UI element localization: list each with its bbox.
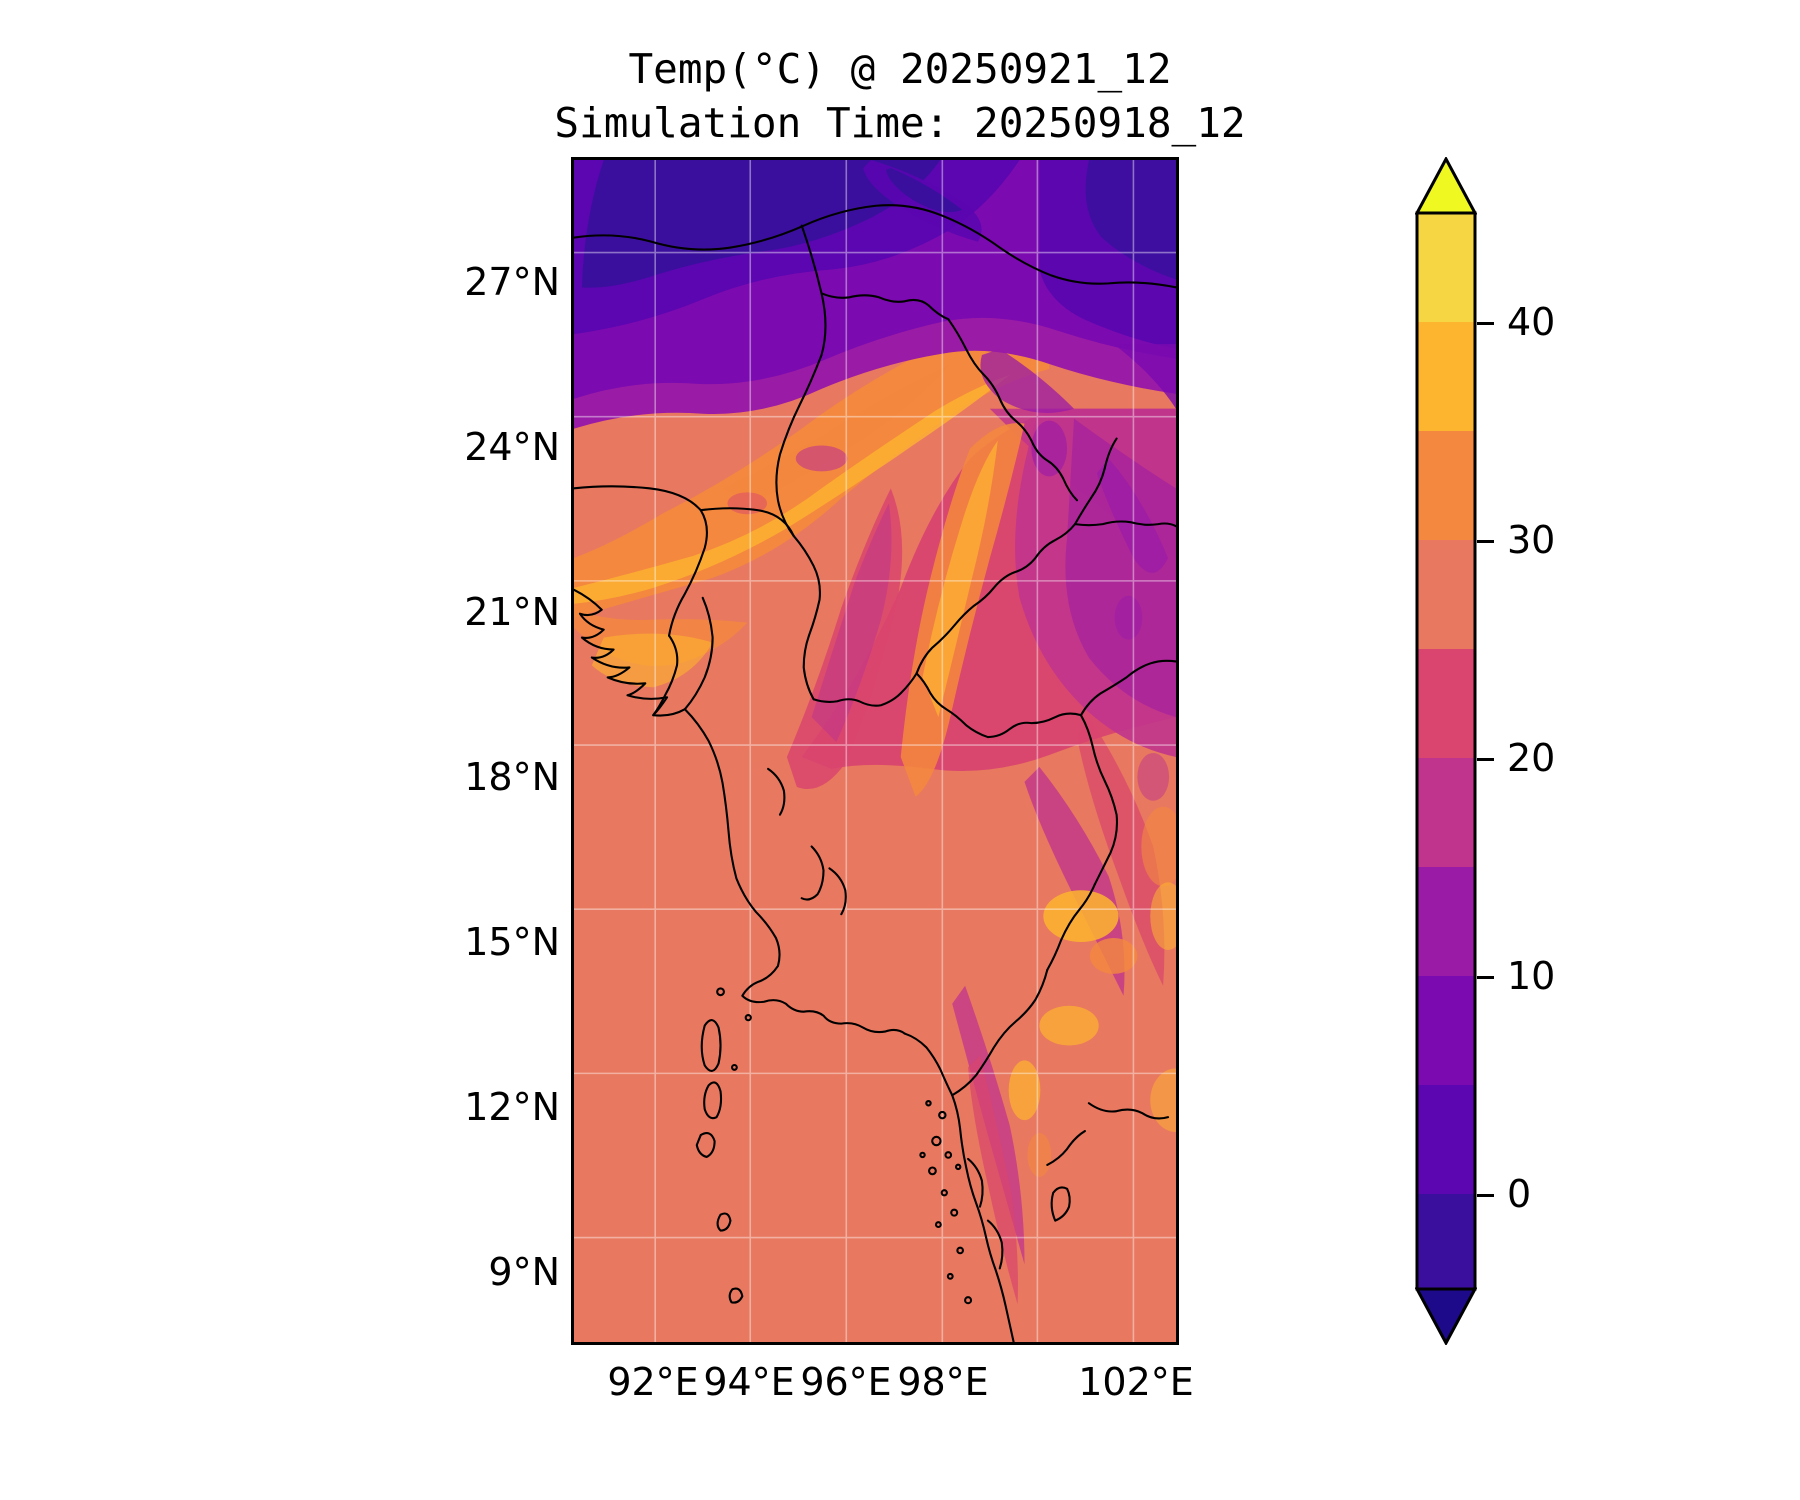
- colorbar-tick-0: [1477, 1194, 1494, 1197]
- colorbar-tick-label-20: 20: [1507, 736, 1556, 780]
- xtick-label-94E: 94°E: [703, 1360, 795, 1404]
- ytick-label-24N: 24°N: [464, 425, 560, 469]
- ytick-label-12N: 12°N: [464, 1085, 560, 1129]
- xtick-label-96E: 96°E: [800, 1360, 892, 1404]
- colorbar-tick-10: [1477, 976, 1494, 979]
- ytick-label-21N: 21°N: [464, 590, 560, 634]
- xtick-label-102E: 102°E: [1078, 1360, 1194, 1404]
- colorbar[interactable]: 40 30 20 10 0: [1415, 157, 1555, 1345]
- colorbar-tick-label-0: 0: [1507, 1172, 1532, 1216]
- colorbar-tick-30: [1477, 540, 1494, 543]
- temperature-field: [574, 160, 1176, 1342]
- ytick-label-9N: 9°N: [488, 1250, 560, 1294]
- map-plot-area[interactable]: [571, 157, 1179, 1345]
- ytick-label-27N: 27°N: [464, 260, 560, 304]
- colorbar-tick-label-40: 40: [1507, 300, 1556, 344]
- xtick-label-98E: 98°E: [897, 1360, 989, 1404]
- title-line-simulation-time: Simulation Time: 20250918_12: [554, 99, 1246, 148]
- colorbar-tick-label-30: 30: [1507, 518, 1556, 562]
- page-title: Temp(°C) @ 20250921_12 Simulation Time: …: [0, 42, 1800, 150]
- colorbar-tick-40: [1477, 322, 1494, 325]
- title-line-variable: Temp(°C) @ 20250921_12: [628, 45, 1172, 93]
- colorbar-tick-20: [1477, 758, 1494, 761]
- ytick-label-15N: 15°N: [464, 920, 560, 964]
- triangle-down-icon: [1415, 1287, 1477, 1345]
- colorbar-tick-label-10: 10: [1507, 954, 1556, 998]
- xtick-label-92E: 92°E: [607, 1360, 699, 1404]
- ytick-label-18N: 18°N: [464, 755, 560, 799]
- triangle-up-icon: [1415, 157, 1477, 215]
- colorbar-gradient: [1415, 157, 1477, 1345]
